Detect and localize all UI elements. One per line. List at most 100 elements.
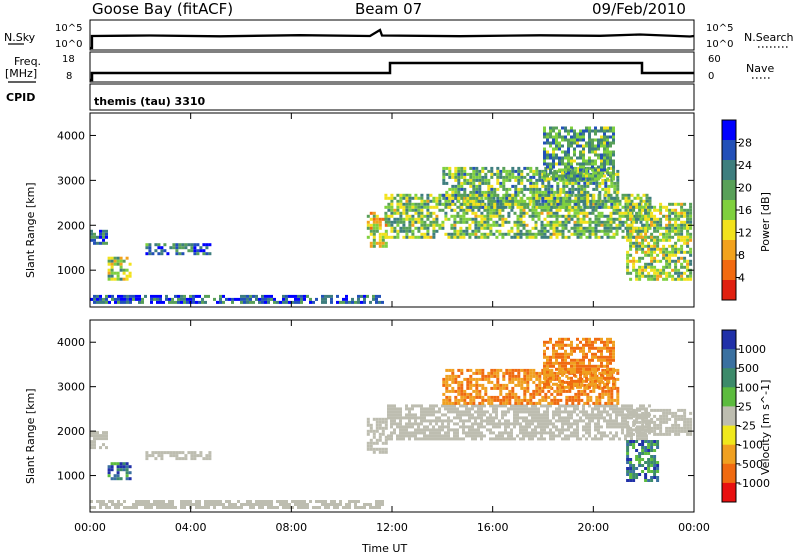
heatmap-cell — [686, 229, 690, 233]
heatmap-cell — [447, 416, 450, 420]
heatmap-cell — [549, 337, 552, 341]
heatmap-cell — [204, 300, 207, 304]
heatmap-cell — [237, 506, 240, 509]
velocity-colorbar-tick-label: -1000 — [738, 477, 770, 490]
heatmap-cell — [603, 340, 606, 344]
heatmap-cell — [645, 196, 649, 200]
heatmap-cell — [565, 389, 569, 393]
heatmap-cell — [559, 389, 563, 393]
heatmap-cell — [594, 425, 597, 429]
heatmap-cell — [639, 217, 643, 221]
heatmap-cell — [589, 380, 593, 384]
heatmap-cell — [564, 138, 567, 142]
heatmap-cell — [689, 208, 693, 212]
heatmap-cell — [499, 398, 503, 402]
heatmap-cell — [576, 419, 579, 423]
heatmap-cell — [372, 217, 376, 221]
heatmap-cell — [556, 374, 560, 378]
heatmap-cell — [369, 438, 373, 442]
heatmap-cell — [621, 220, 625, 224]
heatmap-cell — [606, 343, 609, 347]
heatmap-cell — [454, 175, 458, 179]
power-colorbar-tick-label: 4 — [738, 272, 745, 285]
heatmap-cell — [469, 374, 473, 378]
heatmap-cell — [540, 425, 543, 429]
heatmap-cell — [562, 187, 566, 191]
heatmap-cell — [487, 205, 491, 209]
heatmap-cell — [348, 503, 351, 506]
heatmap-cell — [606, 355, 609, 359]
heatmap-cell — [525, 410, 528, 414]
heatmap-cell — [612, 422, 615, 426]
heatmap-cell — [201, 300, 204, 304]
heatmap-cell — [674, 265, 678, 269]
heatmap-cell — [195, 300, 198, 304]
heatmap-cell — [507, 232, 511, 236]
heatmap-cell — [438, 425, 441, 429]
heatmap-cell — [499, 401, 503, 405]
heatmap-cell — [561, 162, 564, 166]
heatmap-cell — [451, 172, 455, 176]
heatmap-cell — [423, 232, 427, 236]
heatmap-cell — [567, 144, 570, 148]
heatmap-cell — [411, 214, 415, 218]
heatmap-cell — [606, 425, 609, 429]
heatmap-cell — [528, 422, 531, 426]
heatmap-cell — [451, 199, 455, 203]
heatmap-cell — [591, 343, 594, 347]
heatmap-cell — [559, 205, 563, 209]
heatmap-cell — [252, 506, 255, 509]
heatmap-cell — [517, 398, 521, 402]
heatmap-cell — [492, 232, 496, 236]
heatmap-cell — [636, 434, 639, 438]
x-tick-label: 00:00 — [678, 521, 710, 534]
heatmap-cell — [522, 428, 525, 432]
heatmap-cell — [645, 199, 649, 203]
heatmap-cell — [468, 413, 471, 417]
heatmap-cell — [543, 416, 546, 420]
heatmap-cell — [615, 431, 618, 435]
heatmap-cell — [484, 178, 488, 182]
heatmap-cell — [225, 500, 228, 503]
heatmap-cell — [128, 262, 132, 266]
heatmap-cell — [312, 300, 315, 304]
heatmap-cell — [674, 253, 678, 257]
heatmap-cell — [645, 437, 648, 441]
heatmap-cell — [683, 265, 687, 269]
heatmap-cell — [178, 451, 182, 455]
heatmap-cell — [609, 419, 612, 423]
heatmap-cell — [336, 294, 339, 298]
heatmap-cell — [531, 407, 534, 411]
heatmap-cell — [148, 246, 152, 250]
heatmap-cell — [387, 217, 391, 221]
heatmap-cell — [330, 300, 333, 304]
heatmap-cell — [567, 434, 570, 438]
heatmap-cell — [653, 414, 657, 418]
heatmap-cell — [90, 229, 93, 233]
heatmap-cell — [93, 443, 96, 447]
heatmap-cell — [648, 202, 652, 206]
heatmap-cell — [589, 395, 593, 399]
heatmap-cell — [577, 398, 581, 402]
heatmap-cell — [585, 168, 588, 172]
heatmap-cell — [549, 428, 552, 432]
heatmap-cell — [378, 294, 381, 298]
heatmap-cell — [165, 297, 168, 301]
heatmap-cell — [432, 220, 436, 224]
heatmap-cell — [647, 479, 651, 482]
heatmap-cell — [495, 223, 499, 227]
heatmap-cell — [216, 500, 219, 503]
heatmap-cell — [606, 214, 610, 218]
heatmap-cell — [495, 413, 498, 417]
heatmap-cell — [135, 506, 138, 509]
heatmap-cell — [119, 265, 123, 269]
heatmap-cell — [511, 205, 515, 209]
heatmap-cell — [615, 434, 618, 438]
heatmap-cell — [549, 364, 552, 368]
heatmap-cell — [465, 208, 469, 212]
heatmap-cell — [549, 223, 553, 227]
heatmap-cell — [504, 217, 508, 221]
heatmap-cell — [399, 416, 402, 420]
heatmap-cell — [411, 431, 414, 435]
heatmap-cell — [656, 464, 660, 467]
